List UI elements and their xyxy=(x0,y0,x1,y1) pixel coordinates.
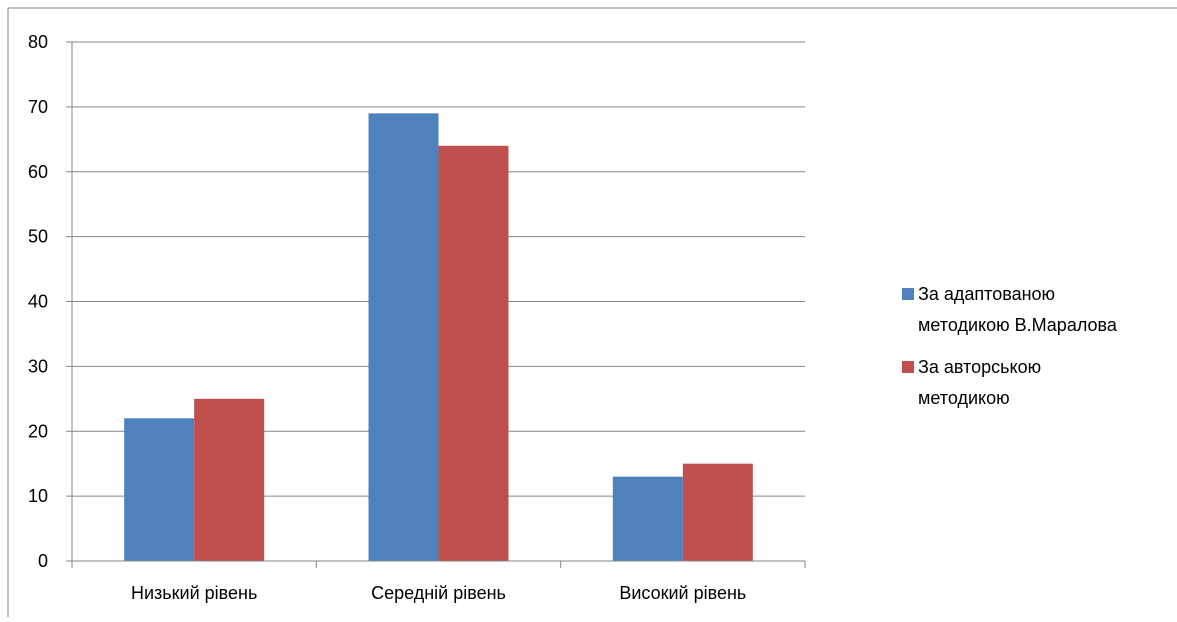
x-category-label: Високий рівень xyxy=(619,583,746,603)
y-tick-label: 60 xyxy=(28,162,48,182)
bar-series-2-0 xyxy=(194,398,265,561)
x-axis-category-labels: Низький рівень Середній рівень Високий рів… xyxy=(131,583,746,603)
bar-series-2-2 xyxy=(682,463,753,561)
y-tick-label: 80 xyxy=(28,32,48,52)
legend-swatch xyxy=(902,361,914,373)
y-tick-label: 20 xyxy=(28,421,48,441)
legend: За адаптованою методикою В.Маралова За авт… xyxy=(902,284,1118,408)
legend-swatch xyxy=(902,288,914,300)
legend-label: За авторською методикою xyxy=(918,357,1041,408)
chart-border xyxy=(7,7,1177,617)
y-tick-label: 50 xyxy=(28,227,48,247)
y-tick-label: 70 xyxy=(28,97,48,117)
bar-series-2-1 xyxy=(438,145,509,562)
axes xyxy=(71,42,806,568)
y-tick-label: 10 xyxy=(28,486,48,506)
legend-label: За адаптованою методикою В.Маралова xyxy=(918,284,1118,335)
y-tick-label: 0 xyxy=(38,551,48,571)
bar-series-1-0 xyxy=(124,418,195,561)
bar-series-1-1 xyxy=(368,113,439,562)
y-tick-label: 40 xyxy=(28,292,48,312)
x-category-label: Низький рівень xyxy=(131,583,257,603)
y-tick-label: 30 xyxy=(28,356,48,376)
x-category-label: Середній рівень xyxy=(371,583,506,603)
y-axis-tick-labels: 0 10 20 30 40 50 60 70 80 xyxy=(28,32,48,571)
bars xyxy=(124,113,753,562)
bar-series-1-2 xyxy=(612,476,683,561)
